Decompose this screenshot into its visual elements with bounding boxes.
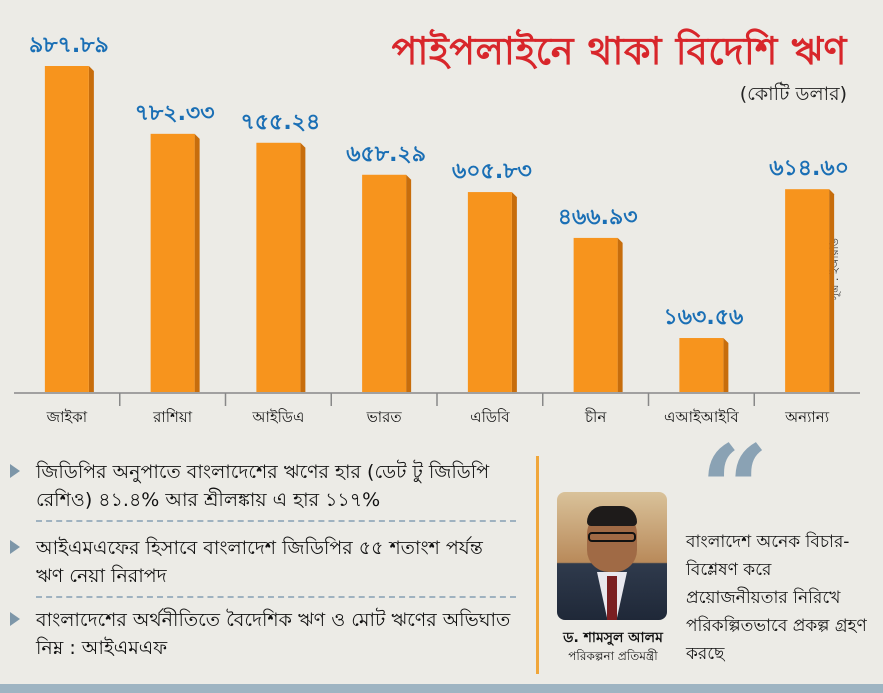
bar — [44, 66, 89, 392]
data-label: ৭৫৫.২৪ — [240, 110, 320, 135]
bar — [467, 192, 512, 392]
bar-side — [829, 189, 835, 392]
bar-side — [617, 237, 623, 392]
divider — [36, 520, 516, 522]
quote-icon: “ — [700, 419, 770, 560]
x-tick-label: চীন — [584, 408, 607, 426]
page-title: পাইপলাইনে থাকা বিদেশি ঋণ — [391, 29, 847, 73]
bar-side — [406, 174, 412, 392]
quote-text: বাংলাদেশ অনেক বিচার-বিশ্লেষণ করে প্রয়োজ… — [686, 532, 867, 664]
data-label: ৯৮৭.৮৯ — [29, 33, 109, 58]
bar-side — [300, 142, 306, 392]
arrow-icon — [10, 540, 20, 554]
x-tick-label: এডিবি — [470, 408, 510, 426]
portrait-photo — [557, 492, 667, 620]
divider-vertical — [536, 456, 539, 674]
bar-side — [511, 192, 517, 392]
data-label: ৪৬৬.৯৩ — [558, 205, 638, 230]
bar-chart: ৯৮৭.৮৯ জাইকা ৭৮২.৩৩ রাশিয়া ৭৫৫.২৪ আইডিএ ৬৫৮.২… — [14, 33, 860, 426]
bar-side — [194, 133, 200, 392]
bullet-text: জিডিপির অনুপাতে বাংলাদেশের ঋণের হার (ডেট… — [36, 461, 490, 511]
bottom-bar — [0, 684, 883, 693]
x-tick-label: এআইআইবি — [664, 408, 739, 426]
bar-side — [88, 66, 94, 392]
arrow-icon — [10, 464, 20, 478]
bar — [150, 133, 195, 392]
person-designation: পরিকল্পনা প্রতিমন্ত্রী — [568, 649, 658, 663]
person-name: ড. শামসুল আলম — [563, 630, 663, 646]
bullet-text: বাংলাদেশের অর্থনীতিতে বৈদেশিক ঋণ ও মোট ঋ… — [36, 609, 511, 659]
bar — [785, 189, 830, 392]
data-label: ৬১৪.৬০ — [769, 156, 849, 181]
bar — [362, 174, 407, 392]
bar — [679, 338, 724, 392]
unit-label: (কোটি ডলার) — [739, 83, 847, 105]
data-label: ৬০৫.৮৩ — [452, 159, 532, 184]
bullet-text: আইএমএফের হিসাবে বাংলাদেশ জিডিপির ৫৫ শতাং… — [36, 537, 483, 587]
bar-side — [723, 338, 729, 392]
x-tick-label: অন্যান্য — [784, 408, 830, 426]
x-tick-label: রাশিয়া — [152, 408, 193, 426]
x-tick-label: আইডিএ — [251, 408, 304, 426]
bar — [256, 142, 301, 392]
data-label: ৭৮২.৩৩ — [135, 101, 215, 126]
data-label: ৬৫৮.২৯ — [346, 142, 426, 167]
data-label: ১৬৩.৫৬ — [663, 305, 743, 330]
arrow-icon — [10, 612, 20, 626]
x-tick-label: ভারত — [366, 408, 403, 426]
x-tick-label: জাইকা — [46, 408, 88, 426]
divider — [36, 596, 516, 598]
bar — [573, 237, 618, 392]
